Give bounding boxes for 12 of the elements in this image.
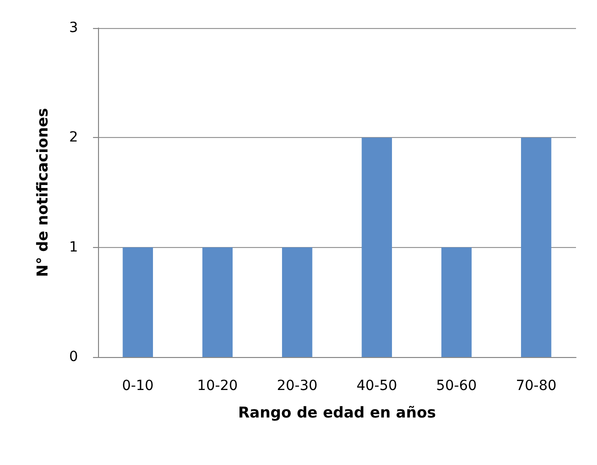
x-tick-label: 70-80 [516, 378, 557, 394]
y-tick-label: 3 [69, 20, 78, 36]
x-tick-label: 40-50 [356, 378, 398, 394]
x-tick-label: 10-20 [197, 378, 238, 394]
x-tick-label: 20-30 [276, 378, 318, 394]
x-tick-label: 50-60 [436, 378, 477, 394]
x-tick-label: 0-10 [122, 378, 154, 394]
y-tick-label: 1 [69, 239, 78, 256]
x-axis-title: Rango de edad en años [238, 404, 436, 422]
y-tick-label: 2 [69, 130, 78, 146]
y-tick-label: 0 [69, 349, 78, 365]
y-axis-title: N° de notificaciones [34, 108, 52, 277]
